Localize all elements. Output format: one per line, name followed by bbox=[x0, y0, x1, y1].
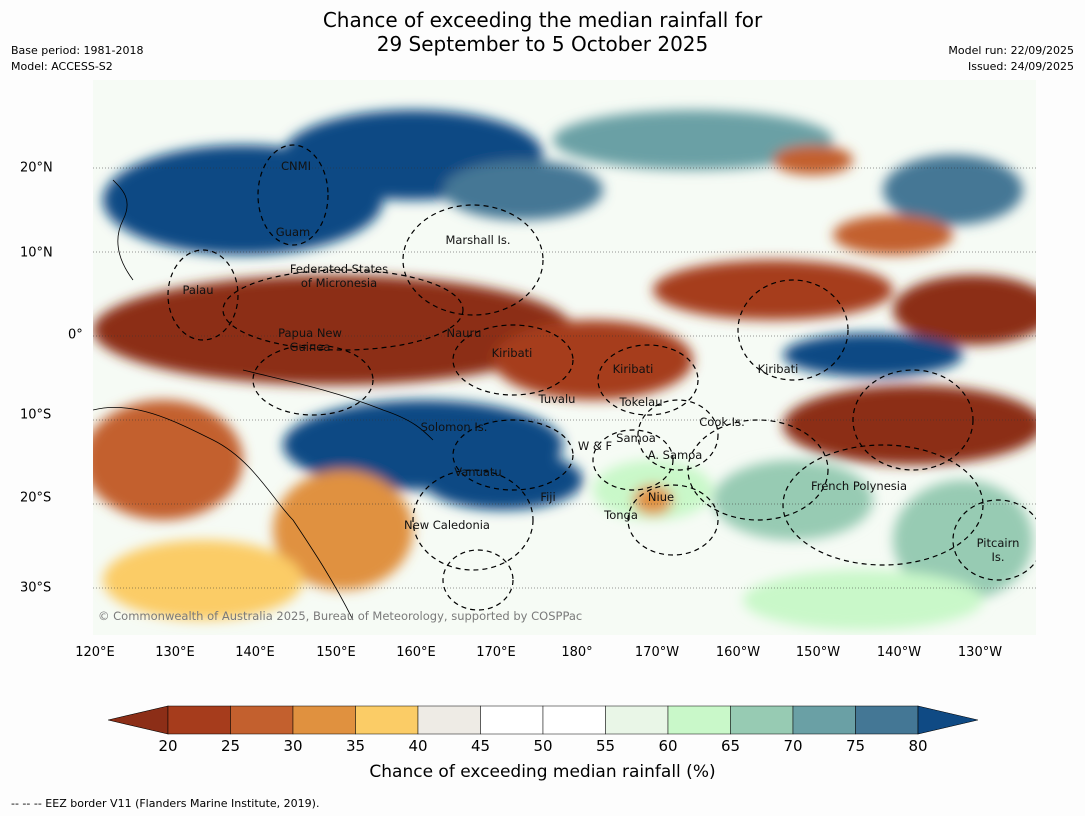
probability-field bbox=[83, 110, 1053, 630]
lon-tick: 140°W bbox=[876, 645, 922, 660]
lon-tick: 180° bbox=[561, 645, 593, 660]
region-kiribati-east: Kiribati bbox=[757, 362, 799, 376]
colorbar-tick: 35 bbox=[345, 737, 366, 755]
region-nauru: Nauru bbox=[446, 326, 482, 340]
map-canvas bbox=[83, 80, 1053, 635]
lon-tick: 140°E bbox=[235, 645, 275, 660]
colorbar-segment bbox=[542, 705, 606, 735]
region-png: Papua New Guinea bbox=[278, 326, 342, 354]
colorbar-segment bbox=[292, 705, 356, 735]
lon-tick: 130°E bbox=[155, 645, 195, 660]
title-line-1: Chance of exceeding the median rainfall … bbox=[322, 8, 763, 32]
colorbar-segment bbox=[480, 705, 544, 735]
region-marshall-islands: Marshall Is. bbox=[445, 233, 511, 247]
colorbar-segment bbox=[792, 705, 856, 735]
meta-left: Base period: 1981-2018 Model: ACCESS-S2 bbox=[11, 43, 143, 75]
region-pitcairn-line1: Pitcairn bbox=[976, 536, 1020, 550]
lat-tick: 0° bbox=[68, 327, 83, 343]
colorbar-segment bbox=[855, 705, 919, 735]
colorbar-tick: 45 bbox=[470, 737, 491, 755]
colorbar-segment bbox=[417, 705, 481, 735]
region-png-line2: Guinea bbox=[289, 340, 331, 354]
gridlines bbox=[93, 167, 1036, 589]
colorbar-tick: 70 bbox=[783, 737, 803, 755]
region-solomon-islands: Solomon Is. bbox=[420, 420, 488, 434]
base-period: Base period: 1981-2018 bbox=[11, 44, 144, 57]
colorbar-segment bbox=[355, 705, 419, 735]
title-line-2: 29 September to 5 October 2025 bbox=[376, 32, 709, 56]
lat-tick: 20°S bbox=[20, 490, 52, 506]
colorbar-tick: 40 bbox=[408, 737, 428, 755]
region-cnmi: CNMI bbox=[281, 159, 311, 173]
region-vanuatu: Vanuatu bbox=[454, 465, 502, 479]
region-png-line1: Papua New bbox=[278, 326, 342, 340]
colorbar-label: Chance of exceeding median rainfall (%) bbox=[369, 762, 716, 782]
rainfall-map bbox=[83, 80, 1053, 635]
colorbar-tick: 30 bbox=[283, 737, 303, 755]
region-fiji: Fiji bbox=[540, 490, 556, 504]
eez-borders bbox=[167, 144, 1044, 611]
region-kiribati-central: Kiribati bbox=[612, 362, 654, 376]
lon-tick: 160°E bbox=[396, 645, 436, 660]
colorbar-tick: 65 bbox=[720, 737, 741, 755]
meta-right: Model run: 22/09/2025 Issued: 24/09/2025 bbox=[948, 43, 1074, 75]
region-pitcairn-line2: Is. bbox=[991, 550, 1005, 564]
model-name: Model: ACCESS-S2 bbox=[11, 60, 113, 73]
region-palau: Palau bbox=[182, 283, 214, 297]
lon-tick: 120°E bbox=[75, 645, 115, 660]
lon-tick: 130°W bbox=[957, 645, 1003, 660]
colorbar-tick: 55 bbox=[595, 737, 616, 755]
region-guam: Guam bbox=[275, 225, 311, 239]
lat-tick: 10°S bbox=[20, 407, 52, 423]
region-wallis-futuna: W & F bbox=[577, 439, 613, 453]
region-tokelau: Tokelau bbox=[619, 395, 663, 409]
region-tuvalu: Tuvalu bbox=[538, 392, 576, 406]
colorbar-segment bbox=[730, 705, 794, 735]
colorbar-extend-low bbox=[108, 705, 169, 735]
colorbar-tick: 50 bbox=[533, 737, 553, 755]
region-fsm-line2: of Micronesia bbox=[300, 276, 378, 290]
issued-date: Issued: 24/09/2025 bbox=[967, 60, 1074, 73]
colorbar-tick: 75 bbox=[845, 737, 866, 755]
colorbar-segment bbox=[167, 705, 231, 735]
chart-title: Chance of exceeding the median rainfall … bbox=[0, 8, 1085, 56]
colorbar-extend-high bbox=[917, 705, 978, 735]
copyright-notice: © Commonwealth of Australia 2025, Bureau… bbox=[98, 609, 583, 623]
lon-tick: 150°W bbox=[795, 645, 841, 660]
region-new-caledonia: New Caledonia bbox=[404, 518, 490, 532]
lon-tick: 170°W bbox=[634, 645, 680, 660]
eez-footer: -- -- -- EEZ border V11 (Flanders Marine… bbox=[11, 797, 320, 810]
model-run: Model run: 22/09/2025 bbox=[948, 44, 1074, 57]
lat-tick: 30°S bbox=[20, 580, 52, 596]
colorbar-tick: 60 bbox=[658, 737, 678, 755]
region-kiribati-west: Kiribati bbox=[491, 346, 533, 360]
region-fsm: Federated States of Micronesia bbox=[290, 262, 388, 290]
colorbar-tick: 25 bbox=[220, 737, 241, 755]
lat-tick: 20°N bbox=[20, 160, 53, 176]
region-samoa: Samoa bbox=[616, 431, 656, 445]
region-niue: Niue bbox=[647, 490, 675, 504]
region-pitcairn: Pitcairn Is. bbox=[977, 536, 1020, 564]
lon-tick: 170°E bbox=[476, 645, 516, 660]
lat-tick: 10°N bbox=[20, 245, 53, 261]
region-american-samoa: A. Samoa bbox=[647, 448, 703, 462]
region-tonga: Tonga bbox=[604, 508, 638, 522]
region-french-polynesia: French Polynesia bbox=[810, 479, 908, 493]
region-cook-islands: Cook Is. bbox=[699, 415, 745, 429]
colorbar-tick: 80 bbox=[908, 737, 928, 755]
colorbar-tick: 20 bbox=[158, 737, 178, 755]
colorbar-segment bbox=[230, 705, 294, 735]
coastlines bbox=[92, 179, 434, 621]
colorbar bbox=[108, 705, 978, 735]
lon-tick: 160°W bbox=[715, 645, 761, 660]
region-fsm-line1: Federated States bbox=[289, 262, 389, 276]
colorbar-segment bbox=[605, 705, 669, 735]
lon-tick: 150°E bbox=[316, 645, 356, 660]
colorbar-segment bbox=[667, 705, 731, 735]
